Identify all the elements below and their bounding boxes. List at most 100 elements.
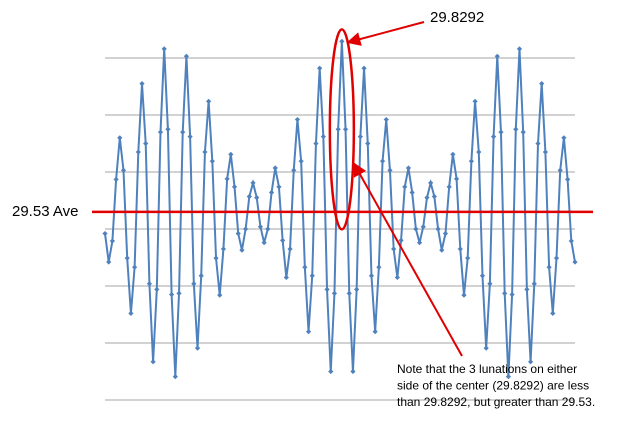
data-point: [383, 116, 389, 123]
data-point: [498, 129, 504, 135]
data-point: [331, 290, 338, 297]
data-point: [294, 116, 301, 123]
data-point: [368, 273, 375, 279]
data-point: [487, 281, 493, 287]
data-point: [257, 224, 264, 230]
data-point: [146, 281, 153, 287]
data-point: [309, 273, 315, 279]
data-point: [320, 134, 326, 140]
peak-arrow: [346, 21, 425, 46]
data-point: [317, 65, 323, 71]
data-point: [206, 98, 212, 104]
data-point: [402, 184, 408, 190]
data-point: [361, 65, 367, 71]
data-point: [172, 374, 178, 380]
data-point: [113, 176, 119, 183]
data-point: [224, 176, 230, 182]
data-point: [465, 255, 471, 261]
data-point: [143, 140, 149, 147]
data-point: [194, 345, 201, 351]
data-point: [213, 255, 219, 261]
data-point: [235, 230, 241, 237]
data-point: [276, 184, 282, 190]
data-point: [420, 224, 426, 230]
data-point: [335, 126, 341, 132]
data-point: [479, 273, 486, 279]
peak-label: 29.8292: [430, 9, 484, 26]
data-point: [109, 238, 116, 244]
data-point: [553, 255, 560, 261]
data-point: [379, 158, 386, 164]
data-point: [217, 292, 223, 298]
data-point: [298, 158, 304, 164]
data-point: [102, 230, 108, 237]
peak-ellipse: [328, 28, 356, 231]
data-point: [535, 140, 541, 147]
data-point: [461, 292, 467, 298]
note-text: Note that the 3 lunations on either: [397, 362, 577, 376]
data-point: [483, 345, 489, 351]
data-point: [187, 134, 193, 140]
data-point: [568, 238, 574, 244]
data-point: [302, 264, 308, 270]
data-point: [394, 274, 400, 281]
data-point: [513, 126, 519, 132]
data-point: [169, 291, 175, 298]
data-point: [305, 329, 312, 335]
data-point: [416, 240, 423, 246]
data-point: [135, 149, 141, 155]
note-text: than 29.8292, but greater than 29.53.: [397, 395, 595, 409]
data-point: [431, 193, 437, 200]
data-point: [220, 246, 227, 252]
data-point: [180, 129, 186, 135]
data-point: [283, 274, 289, 281]
data-point: [357, 134, 363, 140]
data-point: [287, 246, 293, 252]
data-point: [539, 81, 545, 87]
data-point: [476, 149, 482, 155]
data-point: [439, 247, 445, 253]
data-point: [572, 259, 578, 265]
data-point: [350, 368, 356, 375]
note-arrow: [352, 162, 463, 357]
data-point: [324, 286, 330, 293]
data-point: [372, 329, 378, 335]
data-point: [250, 180, 256, 186]
data-point: [505, 374, 511, 380]
data-point: [435, 226, 441, 232]
data-point: [520, 129, 526, 135]
data-point: [413, 226, 419, 232]
note-text: side of the center (29.8292) are less: [397, 379, 589, 393]
data-point: [209, 158, 215, 164]
data-point: [268, 189, 275, 196]
data-point: [202, 149, 208, 155]
data-point: [339, 38, 345, 44]
data-point: [261, 240, 267, 246]
data-point: [139, 81, 145, 87]
data-point: [550, 310, 556, 316]
data-point: [442, 230, 449, 237]
data-point: [561, 135, 567, 141]
data-point: [346, 290, 352, 297]
data-point: [191, 281, 197, 287]
data-point: [468, 158, 474, 164]
data-point: [183, 53, 190, 59]
data-point: [265, 226, 271, 232]
data-point: [313, 140, 319, 147]
data-point: [557, 167, 563, 173]
data-point: [132, 264, 138, 270]
data-point: [376, 264, 382, 270]
average-label: 29.53 Ave: [12, 203, 78, 220]
data-point: [239, 247, 245, 253]
data-point: [453, 176, 460, 182]
data-point: [546, 264, 552, 270]
data-point: [157, 129, 164, 135]
data-point: [246, 193, 252, 200]
data-point: [490, 134, 497, 140]
data-point: [176, 290, 182, 297]
data-point: [405, 165, 412, 171]
data-point: [280, 237, 286, 243]
data-point: [457, 246, 463, 252]
data-point: [424, 195, 430, 201]
